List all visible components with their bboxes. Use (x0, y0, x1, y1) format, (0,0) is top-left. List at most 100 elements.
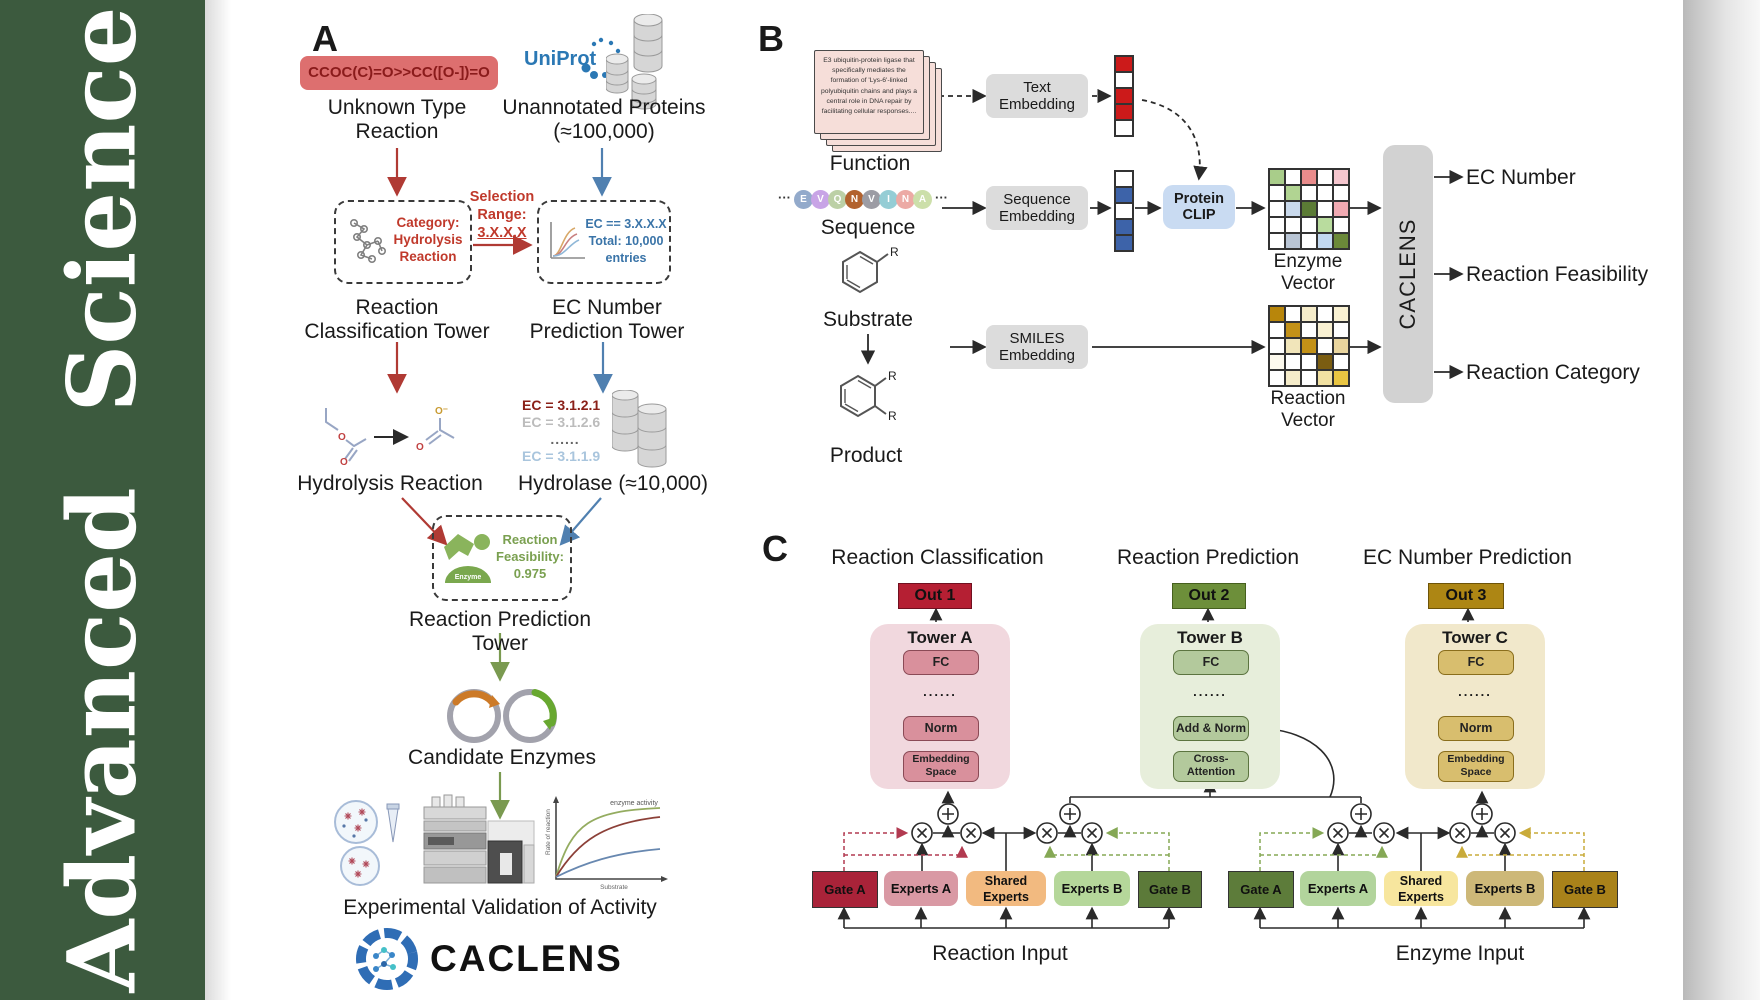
arrow-reaction-to-feasibility (401, 497, 448, 546)
vector-cell (1333, 169, 1349, 185)
task-title-ec-number-prediction: EC Number Prediction (1363, 546, 1572, 569)
tower-c-norm: Norm (1438, 716, 1514, 741)
sequence-chip: V (811, 190, 830, 209)
panel-b-arrows (860, 88, 1464, 380)
vector-cell (1317, 217, 1333, 233)
vector-cell (1317, 185, 1333, 201)
selection-range-label: Selection Range: 3.X.X.X (462, 188, 542, 242)
vector-cell (1301, 185, 1317, 201)
hydrolase-label: Hydrolase (≈10,000) (517, 472, 709, 495)
tower-c-dots: ...... (1458, 684, 1492, 699)
vector-cell (1269, 354, 1285, 370)
protein-database-icon (606, 14, 663, 110)
selection-line-3: 3.X.X.X (477, 225, 527, 241)
vector-cell (1301, 233, 1317, 249)
plot-xlabel: Substrate (600, 884, 628, 891)
vector-cell (1285, 201, 1301, 217)
vector-cell (1115, 235, 1133, 251)
vector-cell (1285, 322, 1301, 338)
experts-a-reaction: Experts A (884, 871, 958, 906)
vector-cell (1115, 203, 1133, 219)
vector-cell (1269, 217, 1285, 233)
hydrolysis-reaction-label: Hydrolysis Reaction (297, 472, 483, 495)
function-card-front: E3 ubiquitin-protein ligase that specifi… (814, 50, 924, 134)
out2-box: Out 2 (1172, 583, 1246, 609)
vector-cell (1317, 322, 1333, 338)
output-reaction-category: Reaction Category (1466, 361, 1640, 384)
output-ec-number: EC Number (1466, 166, 1576, 189)
reaction-prediction-tower-label: Reaction Prediction Tower (408, 608, 592, 655)
vector-cell (1333, 338, 1349, 354)
vector-cell (1301, 169, 1317, 185)
moe-group2-lines (1331, 790, 1512, 871)
plot-annotation: enzyme activity (610, 800, 658, 807)
enzyme-badge-text: Enzyme (455, 574, 482, 581)
hydrolase-database-icon (612, 390, 667, 468)
page-left-shadow (205, 0, 231, 1000)
vector-cell (1115, 171, 1133, 187)
vector-cell (1269, 201, 1285, 217)
out3-box: Out 3 (1428, 583, 1504, 609)
reaction-vector-grid (1268, 305, 1350, 387)
unannotated-proteins-label: Unannotated Proteins (≈100,000) (502, 96, 706, 143)
feasibility-label: Reaction Feasibility: 0.975 (496, 532, 564, 581)
tower-b-dots: ...... (1193, 684, 1227, 699)
reaction-vector-label: Reaction Vector (1270, 388, 1346, 431)
input-bus-group2 (1253, 906, 1591, 929)
vector-cell (1269, 169, 1285, 185)
feasibility-dashed-box: Enzyme Reaction Feasibility: 0.975 (432, 515, 572, 601)
sequence-chip: N (896, 190, 915, 209)
text-embedding-box: Text Embedding (986, 74, 1088, 118)
vector-cell (1333, 217, 1349, 233)
vector-cell (1285, 306, 1301, 322)
journal-sidebar: Advanced Science (0, 0, 205, 1000)
tower-c-embedding-space: Embedding Space (1438, 751, 1514, 782)
vector-cell (1317, 169, 1333, 185)
arrow-textvec-to-clip (1141, 99, 1208, 181)
function-card-text: E3 ubiquitin-protein ligase that specifi… (821, 57, 917, 115)
vector-cell (1301, 217, 1317, 233)
sequence-chip: I (879, 190, 898, 209)
sequence-ellipsis-left: ··· (778, 190, 791, 205)
vector-cell (1269, 306, 1285, 322)
kinetics-plot: enzyme activity Rate of reaction Substra… (545, 796, 668, 891)
substrate-structure: R (842, 245, 899, 294)
ec-box-line-2: Total: 10,000 (588, 234, 664, 248)
svg-text:O: O (416, 442, 424, 453)
unknown-reaction-label: Unknown Type Reaction (327, 96, 467, 143)
shared-experts-reaction: Shared Experts (966, 871, 1046, 906)
vector-cell (1301, 201, 1317, 217)
vector-cell (1333, 322, 1349, 338)
output-reaction-feasibility: Reaction Feasibility (1466, 263, 1649, 286)
plot-ylabel: Rate of reaction (545, 809, 552, 855)
sequence-embedding-vector (1114, 170, 1134, 252)
sequence-chip: A (913, 190, 932, 209)
ec-candidate-list: EC = 3.1.2.1 EC = 3.1.2.6 ...... EC = 3.… (522, 397, 608, 465)
gate-b-reaction: Gate B (1138, 871, 1202, 908)
vector-cell (1301, 354, 1317, 370)
ethyl-acetate-structure: O O (325, 408, 367, 466)
tower-a-fc: FC (903, 650, 979, 675)
caclens-wordmark: CACLENS (430, 938, 623, 979)
out1-box: Out 1 (898, 583, 972, 609)
sequence-chip: E (794, 190, 813, 209)
hplc-instrument-icon (423, 794, 535, 884)
gate-a-enzyme: Gate A (1228, 871, 1294, 908)
tower-a-norm: Norm (903, 716, 979, 741)
experts-b-reaction: Experts B (1054, 871, 1130, 906)
vector-cell (1301, 306, 1317, 322)
ec-item-dots: ...... (550, 431, 580, 447)
ec-range-label: EC == 3.X.X.X Total: 10,000 entries (585, 216, 667, 267)
vector-cell (1285, 169, 1301, 185)
vector-cell (1333, 233, 1349, 249)
vector-cell (1285, 370, 1301, 386)
vector-cell (1285, 185, 1301, 201)
substrate-r-label: R (890, 245, 899, 259)
vector-cell (1115, 104, 1133, 120)
ec-item-3: EC = 3.1.1.9 (522, 448, 601, 464)
vector-cell (1301, 338, 1317, 354)
vector-cell (1333, 201, 1349, 217)
tower-a-embedding-space: Embedding Space (903, 751, 979, 782)
